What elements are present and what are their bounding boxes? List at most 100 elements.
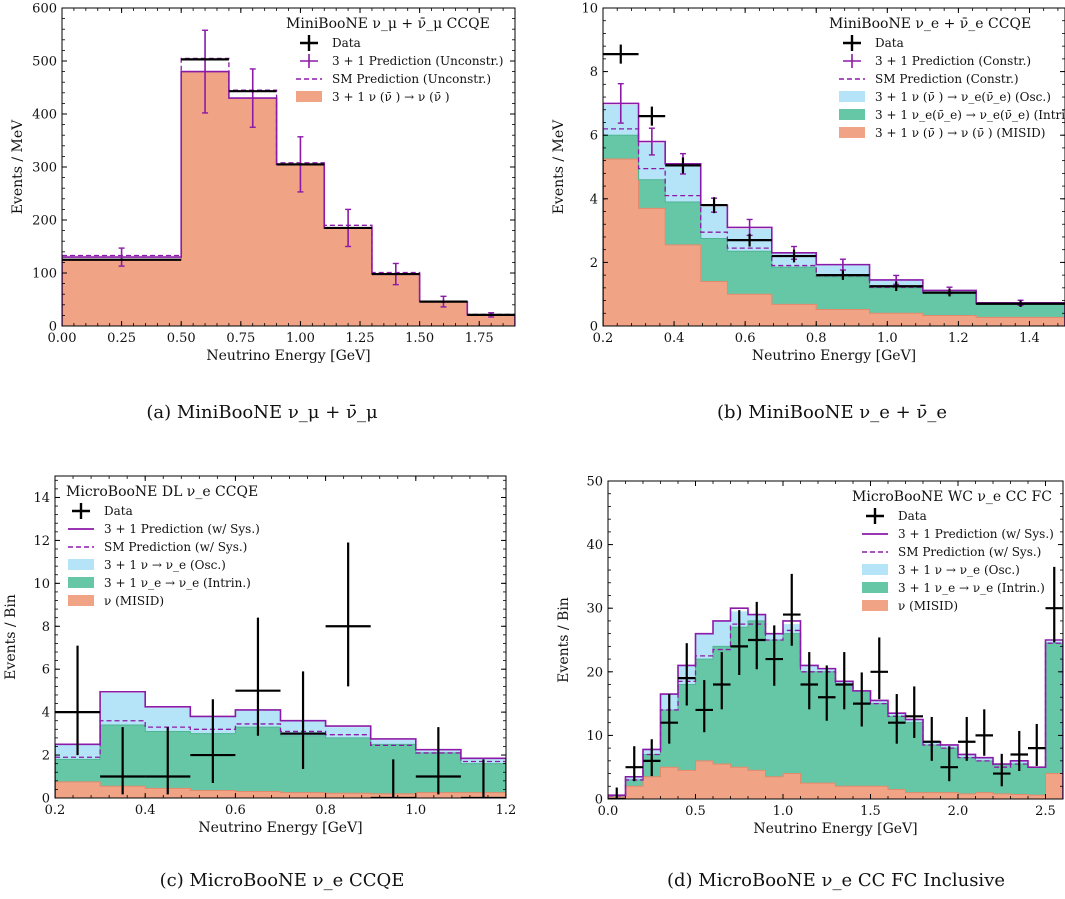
data-point-23 (1010, 730, 1028, 772)
legend-label-3: 3 + 1 ν → ν_e (Osc.) (104, 558, 226, 572)
bar-misid-20 (958, 793, 976, 799)
legend-entry-3: 3 + 1 ν → ν_e (Osc.) (68, 558, 226, 572)
x-tick-label-2: 0.50 (167, 331, 196, 346)
data-point-2 (145, 727, 191, 795)
y-tick-label-5: 500 (32, 55, 57, 70)
x-tick-label-6: 1.4 (1019, 331, 1040, 346)
legend-entry-5: ν (MISID) (68, 594, 164, 608)
data-point-25 (1045, 566, 1063, 643)
data-point-0 (603, 44, 639, 64)
x-tick-label-1: 0.4 (664, 331, 685, 346)
legend-label-0: Data (898, 509, 927, 523)
bar-misid-6 (713, 764, 731, 799)
bar-intrin-18 (923, 744, 941, 799)
y-tick-label-1: 100 (32, 267, 57, 282)
bar-misid-0 (55, 781, 101, 798)
x-axis-label: Neutrino Energy [GeV] (752, 348, 916, 364)
y-tick-label-5: 10 (581, 2, 598, 17)
legend-label-5: ν (MISID) (104, 594, 164, 608)
y-tick-label-2: 4 (42, 706, 50, 721)
bar-misid-1 (638, 208, 666, 326)
legend-entry-5: ν (MISID) (862, 599, 958, 613)
bar-misid-17 (905, 792, 924, 799)
y-tick-label-5: 10 (33, 577, 50, 592)
bar-misid-1 (625, 786, 644, 799)
y-tick-label-6: 600 (32, 2, 57, 17)
legend-label-1: 3 + 1 Prediction (Constr.) (875, 54, 1031, 68)
panel-d: 0.0 0.5 1.0 1.5 2.0 2.5 0 10 20 30 40 50 Neutrino En… (556, 475, 1064, 837)
legend-swatch-intrin (862, 582, 888, 593)
x-tick-label-4: 1.0 (405, 803, 426, 818)
legend-entry-0: Data (72, 503, 133, 519)
y-tick-label-0: 0 (590, 320, 598, 335)
x-tick-label-4: 2.0 (948, 804, 969, 819)
legend-entry-1: 3 + 1 Prediction (Constr.) (843, 54, 1031, 68)
data-point-0 (62, 258, 182, 261)
data-point-14 (853, 672, 871, 727)
y-tick-label-4: 400 (32, 108, 57, 123)
bar-intrin-14 (853, 690, 871, 799)
y-tick-label-4: 8 (42, 620, 50, 635)
legend-label-2: SM Prediction (Constr.) (875, 72, 1019, 86)
bar-misid-7 (467, 315, 515, 326)
data-point-5 (695, 680, 713, 733)
legend-entry-3: 3 + 1 ν (ν̄ ) → ν (ν̄ ) (296, 90, 450, 104)
legend-swatch-intrin (68, 577, 94, 588)
data-point-6 (419, 300, 468, 303)
legend-entry-1: 3 + 1 Prediction (w/ Sys.) (68, 522, 260, 536)
caption-c: (c) MicroBooNE ν_e CCQE (159, 870, 405, 891)
data-point-17 (905, 686, 923, 738)
bar-intrin-10 (783, 633, 801, 799)
bar-misid-6 (419, 302, 468, 326)
bar-intrin-12 (818, 671, 836, 799)
legend-entry-2: SM Prediction (w/ Sys.) (68, 540, 247, 554)
x-tick-label-2: 1.0 (773, 804, 794, 819)
legend-label-2: SM Prediction (Unconstr.) (332, 72, 491, 86)
axes-frame (602, 7, 1065, 327)
data-point-2 (665, 157, 701, 174)
data-point-1 (625, 746, 643, 782)
bar-misid-9 (765, 776, 784, 799)
data-point-7 (869, 281, 923, 292)
x-tick-label-1: 0.5 (685, 804, 706, 819)
y-axis-label: Events / MeV (551, 119, 567, 214)
legend-entry-3: 3 + 1 ν → ν_e (Osc.) (862, 563, 1020, 577)
bar-intrin-16 (888, 716, 906, 799)
legend-entry-2: SM Prediction (Constr.) (839, 72, 1019, 86)
bar-misid-6 (816, 309, 871, 326)
legend-entry-0: Data (300, 35, 361, 51)
data-point-16 (888, 694, 906, 744)
bar-misid-3 (700, 281, 728, 326)
y-tick-label-5: 50 (586, 475, 603, 490)
data-point-3 (700, 197, 728, 214)
x-tick-label-2: 0.6 (225, 803, 246, 818)
data-point-24 (1028, 723, 1046, 766)
bar-misid-7 (869, 313, 924, 326)
bar-misid-5 (771, 304, 817, 326)
bar-misid-12 (818, 783, 836, 799)
bar-intrin-24 (1028, 767, 1046, 799)
bar-misid-13 (835, 786, 854, 799)
bar-misid-16 (888, 789, 906, 799)
panel-b: 0.2 0.4 0.6 0.8 1.0 1.2 1.4 0 2 4 6 8 10 Neutrino Ene… (551, 2, 1065, 364)
bar-misid-8 (748, 770, 766, 799)
legend-entry-2: SM Prediction (w/ Sys.) (862, 545, 1041, 559)
x-tick-label-3: 0.75 (226, 331, 255, 346)
data-point-8 (922, 288, 977, 297)
y-tick-label-1: 2 (590, 256, 598, 271)
data-point-4 (324, 226, 372, 230)
y-axis-label: Events / MeV (10, 119, 26, 214)
plot-area (62, 29, 515, 326)
y-tick-label-6: 12 (33, 534, 50, 549)
axes-frame (54, 475, 507, 799)
x-tick-label-0: 0.0 (598, 804, 619, 819)
x-tick-label-3: 0.8 (806, 331, 827, 346)
y-tick-label-0: 0 (42, 792, 50, 807)
bar-misid-2 (665, 244, 702, 326)
bar-misid-3 (660, 767, 679, 799)
legend-entry-0: Data (843, 35, 904, 51)
bar-misid-21 (975, 792, 994, 799)
x-tick-label-7: 1.75 (465, 331, 494, 346)
bar-misid-22 (993, 793, 1011, 799)
bar-misid-9 (976, 317, 1065, 326)
